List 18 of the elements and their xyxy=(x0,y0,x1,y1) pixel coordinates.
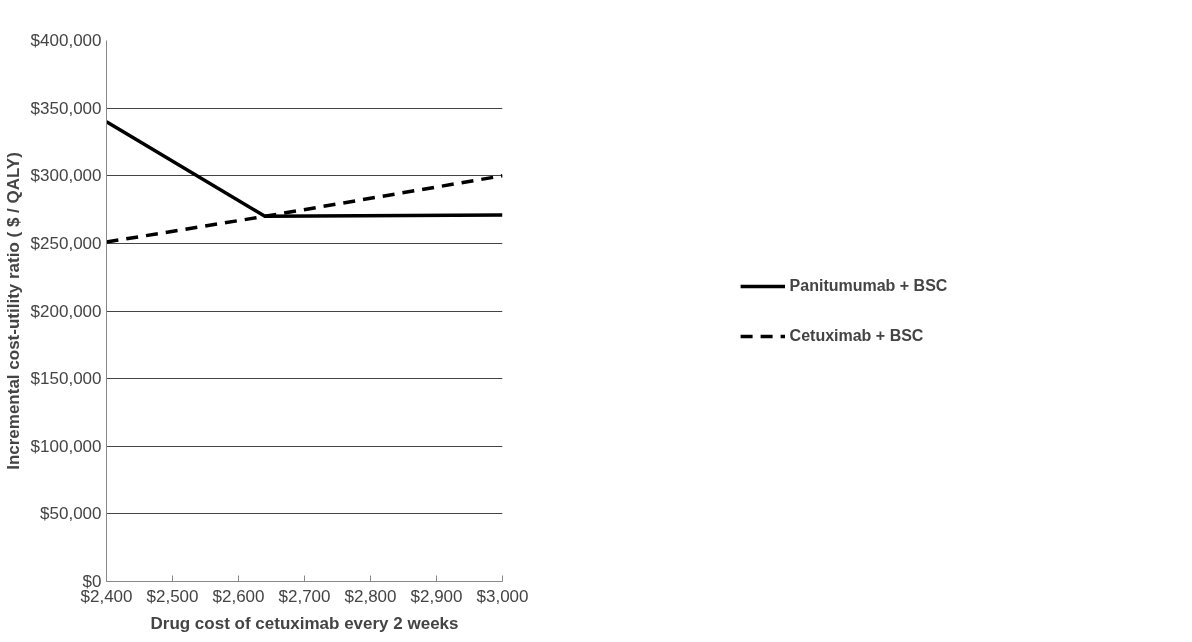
x-tick-label: $2,500 xyxy=(146,586,199,606)
x-tick-label: $2,600 xyxy=(212,586,265,606)
y-tick-label: $150,000 xyxy=(30,369,102,389)
x-tick-label: $2,900 xyxy=(410,586,463,606)
y-axis-title: Incremental cost-utility ratio ( $ / QALY) xyxy=(3,152,23,470)
x-axis-title: Drug cost of cetuximab every 2 weeks xyxy=(150,613,459,633)
y-tick-label: $50,000 xyxy=(40,504,102,524)
y-tick-label: $300,000 xyxy=(30,166,102,186)
y-tick-label: $250,000 xyxy=(30,233,102,253)
y-tick-label: $100,000 xyxy=(30,436,102,456)
x-tick-label: $2,700 xyxy=(278,586,331,606)
x-tick-label: $3,000 xyxy=(476,586,529,606)
x-tick-label: $2,800 xyxy=(344,586,397,606)
y-tick-label: $400,000 xyxy=(30,31,102,50)
y-tick-label: $350,000 xyxy=(30,98,102,118)
legend-label: Panitumumab + BSC xyxy=(789,276,948,295)
y-tick-label: $200,000 xyxy=(30,301,102,321)
legend-label: Cetuximab + BSC xyxy=(789,326,924,345)
